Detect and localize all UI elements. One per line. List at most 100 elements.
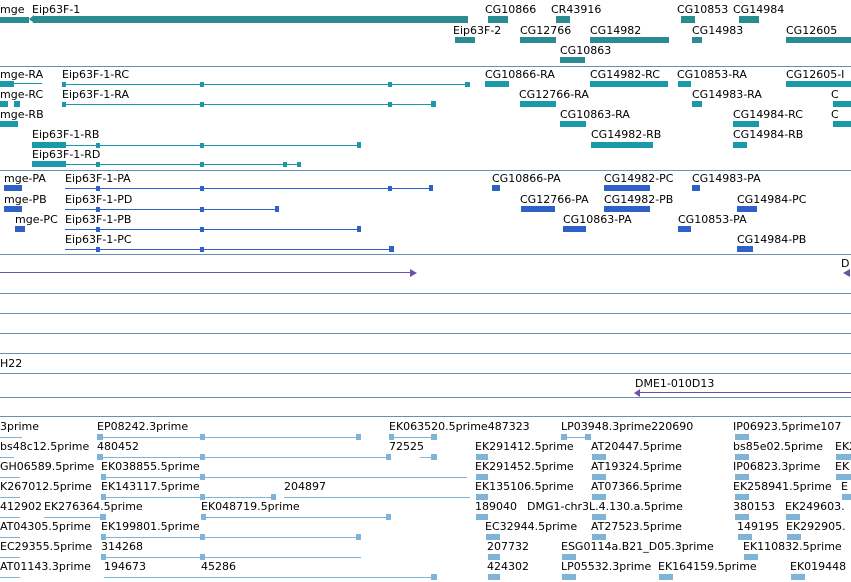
transcript-cg14984-rc[interactable] <box>733 121 759 127</box>
alignment-feature[interactable] <box>0 272 412 273</box>
gene-feature-cg12605[interactable] <box>786 37 851 43</box>
est-feature[interactable] <box>0 537 20 538</box>
transcript-label-cg10866-ra[interactable]: CG10866-RA <box>485 68 555 81</box>
est-label[interactable]: bs85e02.5prime <box>733 440 824 453</box>
protein-label-cg10863-pa[interactable]: CG10863-PA <box>563 213 632 226</box>
est-label[interactable]: EK249603. <box>785 500 845 513</box>
est-label[interactable]: EK276364.5prime <box>44 500 143 513</box>
est-label[interactable]: EK <box>835 460 850 473</box>
est-feature[interactable] <box>0 557 20 558</box>
est-label[interactable]: EK063520.5prime487323 <box>389 420 530 433</box>
transcript-cg10863-ra[interactable] <box>560 121 586 127</box>
protein-mge-pb[interactable] <box>4 206 22 212</box>
transcript-label-eip63f-1-rb[interactable]: Eip63F-1-RB <box>32 128 100 141</box>
est-label[interactable]: EC29355.5prime <box>0 540 93 553</box>
protein-cg14983-pa[interactable] <box>692 185 700 191</box>
protein-label-eip63f-1-pd[interactable]: Eip63F-1-PD <box>65 193 133 206</box>
gene-label-cg12766[interactable]: CG12766 <box>520 24 572 37</box>
transcript-label-eip63f-1-rd[interactable]: Eip63F-1-RD <box>32 148 101 161</box>
transcript-eip63f-1-rb[interactable] <box>32 142 66 148</box>
est-feature[interactable] <box>101 537 361 538</box>
est-label[interactable]: EK292905. <box>786 520 846 533</box>
est-label[interactable]: LP05532.3prime <box>561 560 652 573</box>
protein-cg10863-pa[interactable] <box>563 226 586 232</box>
gene-feature-cg12766[interactable] <box>520 37 556 43</box>
gene-label-eip63f-1[interactable]: Eip63F-1 <box>32 3 81 16</box>
est-label[interactable]: AT19324.5prime <box>591 460 682 473</box>
alignment-feature[interactable] <box>640 392 851 393</box>
protein-mge-pa[interactable] <box>4 185 22 191</box>
transcript-label-c-1[interactable]: C <box>831 88 839 101</box>
protein-label-eip63f-1-pc[interactable]: Eip63F-1-PC <box>65 233 132 246</box>
protein-cg14984-pc[interactable] <box>737 206 757 212</box>
gene-feature-eip63f-1[interactable] <box>33 16 468 23</box>
gene-feature-eip63f-2[interactable] <box>455 37 475 43</box>
est-feature[interactable] <box>0 497 20 498</box>
est-feature[interactable] <box>284 497 470 498</box>
transcript-eip63f-1-rd[interactable] <box>32 161 66 167</box>
gene-feature-cg10866[interactable] <box>488 16 508 23</box>
transcript-label-cg10853-ra[interactable]: CG10853-RA <box>677 68 747 81</box>
est-label[interactable]: 314268 <box>101 540 143 553</box>
est-label[interactable]: EK199801.5prime <box>101 520 200 533</box>
est-label[interactable]: 207732 <box>487 540 529 553</box>
transcript-label-cg14984-rb[interactable]: CG14984-RB <box>733 128 804 141</box>
transcript-label-c-2[interactable]: C <box>831 108 839 121</box>
gene-label-eip63f-2[interactable]: Eip63F-2 <box>453 24 502 37</box>
est-label[interactable]: AT20447.5prime <box>591 440 682 453</box>
transcript-label-cg12766-ra[interactable]: CG12766-RA <box>519 88 589 101</box>
protein-label-eip63f-1-pa[interactable]: Eip63F-1-PA <box>65 172 131 185</box>
est-label[interactable]: LP03948.3prime220690 <box>561 420 694 433</box>
gene-label-mge[interactable]: mge <box>0 3 25 16</box>
est-label[interactable]: EK143117.5prime <box>101 480 200 493</box>
protein-label-eip63f-1-pb[interactable]: Eip63F-1-PB <box>65 213 132 226</box>
est-label[interactable]: EK135106.5prime <box>475 480 574 493</box>
est-label[interactable]: AT07366.5prime <box>591 480 682 493</box>
est-feature[interactable] <box>201 577 437 578</box>
gene-label-cg14984[interactable]: CG14984 <box>733 3 785 16</box>
gene-label-cg14983[interactable]: CG14983 <box>692 24 744 37</box>
protein-label-cg10853-pa[interactable]: CG10853-PA <box>678 213 747 226</box>
transcript-mge-rc[interactable] <box>0 101 8 107</box>
transcript-label-cg14983-ra[interactable]: CG14983-RA <box>692 88 762 101</box>
protein-label-mge-pa[interactable]: mge-PA <box>4 172 46 185</box>
transcript-label-eip63f-1-rc[interactable]: Eip63F-1-RC <box>62 68 130 81</box>
est-feature[interactable] <box>97 437 361 438</box>
gene-feature-cg10853[interactable] <box>681 16 695 23</box>
est-feature[interactable] <box>44 517 106 518</box>
protein-cg10866-pa[interactable] <box>492 185 500 191</box>
est-label[interactable]: 3prime <box>0 420 40 433</box>
est-feature[interactable] <box>561 437 591 438</box>
alignment-label-h22[interactable]: H22 <box>0 357 23 370</box>
est-label[interactable]: EK038855.5prime <box>101 460 200 473</box>
transcript-label-cg14984-rc[interactable]: CG14984-RC <box>733 108 803 121</box>
protein-label-cg14984-pc[interactable]: CG14984-PC <box>737 193 807 206</box>
est-feature[interactable] <box>0 477 20 478</box>
transcript-label-mge-rb[interactable]: mge-RB <box>0 108 44 121</box>
est-feature[interactable] <box>104 577 202 578</box>
transcript-cg14982-rb[interactable] <box>591 142 653 148</box>
est-label[interactable]: AT01143.3prime <box>0 560 91 573</box>
protein-cg10853-pa[interactable] <box>678 226 691 232</box>
est-label[interactable]: IP06823.3prime <box>733 460 821 473</box>
est-label[interactable]: 149195 <box>737 520 779 533</box>
est-label[interactable]: AT27523.5prime <box>591 520 682 533</box>
est-label[interactable]: GH06589.5prime <box>0 460 95 473</box>
protein-label-mge-pb[interactable]: mge-PB <box>4 193 47 206</box>
transcript-label-cg12605[interactable]: CG12605-I <box>786 68 845 81</box>
est-feature[interactable] <box>0 437 22 438</box>
est-feature[interactable] <box>0 517 20 518</box>
protein-label-cg12766-pa[interactable]: CG12766-PA <box>520 193 589 206</box>
est-label[interactable]: 45286 <box>201 560 236 573</box>
protein-cg14982-pb[interactable] <box>604 206 650 212</box>
alignment-label-d[interactable]: D <box>841 257 850 270</box>
transcript-cg12766-ra[interactable] <box>520 101 556 107</box>
est-label[interactable]: 194673 <box>104 560 146 573</box>
est-feature[interactable] <box>0 577 20 578</box>
protein-cg12766-pa[interactable] <box>521 206 555 212</box>
protein-eip63f-1-pc[interactable] <box>65 249 394 250</box>
gene-feature-mge[interactable] <box>0 17 29 23</box>
est-feature[interactable] <box>97 457 391 458</box>
est-feature[interactable] <box>101 477 467 478</box>
transcript-cg14982-rc[interactable] <box>590 81 668 87</box>
